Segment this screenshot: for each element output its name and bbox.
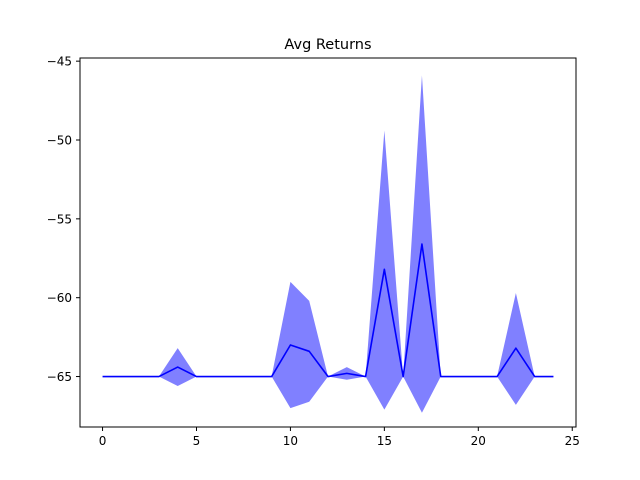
y-tick-label: −45 — [47, 55, 72, 69]
y-tick-label: −50 — [47, 134, 72, 148]
axes-layer: 0 5 10 15 20 25 −45 −50 −55 −60 −65 — [47, 55, 580, 448]
confidence-band — [102, 75, 554, 413]
axes-frame — [79, 57, 577, 428]
chart-title: Avg Returns — [284, 37, 371, 53]
x-tick-label: 10 — [283, 434, 298, 448]
y-tick-label: −65 — [47, 370, 72, 384]
y-tick-label: −60 — [47, 291, 72, 305]
plot-layer — [102, 75, 554, 413]
x-tick-label: 5 — [193, 434, 201, 448]
x-tick-label: 25 — [565, 434, 580, 448]
mean-line — [102, 243, 554, 378]
x-tick-label: 0 — [99, 434, 107, 448]
x-tick-label: 20 — [471, 434, 486, 448]
y-tick-label: −55 — [47, 212, 72, 226]
x-tick-label: 15 — [377, 434, 392, 448]
